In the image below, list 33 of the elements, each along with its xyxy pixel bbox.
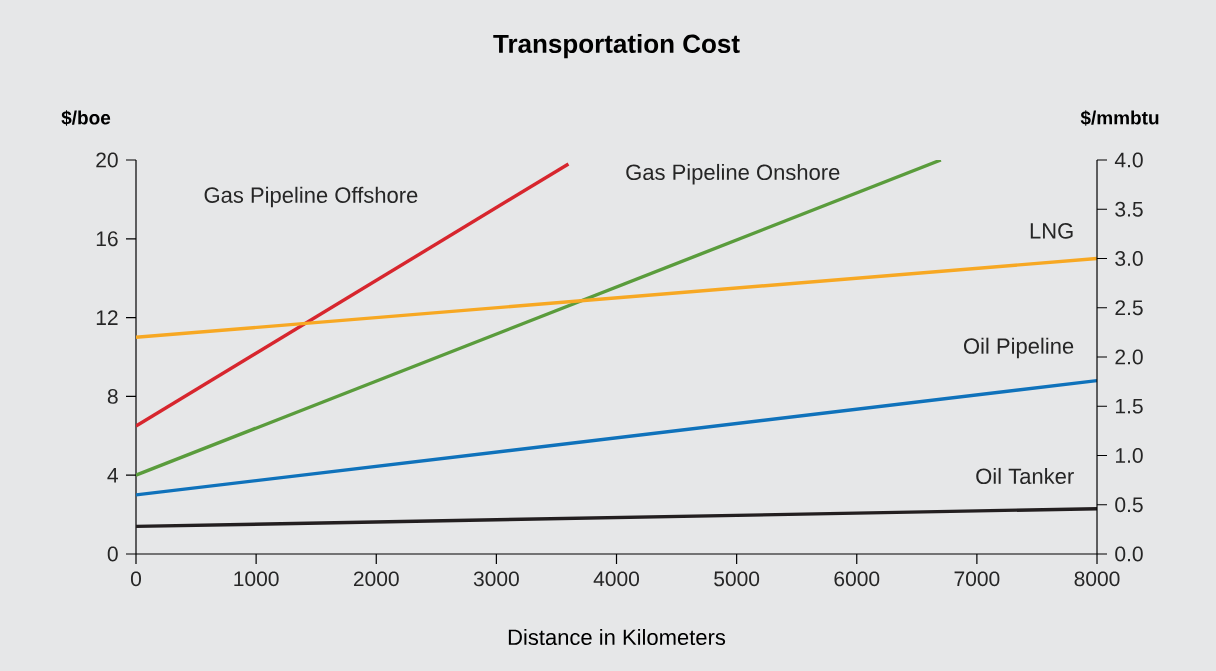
series-label: LNG [1030, 223, 1073, 239]
x-tick-label: 0 [130, 571, 142, 587]
y2-tick-label: 2.0 [1115, 349, 1143, 365]
y2-axis-title: $/mmbtu [1080, 110, 1159, 126]
y-tick-label: 16 [96, 231, 118, 247]
x-axis-title: Distance in Kilometers [508, 628, 726, 646]
y2-tick-label: 4.0 [1114, 152, 1143, 168]
y2-tick-label: 0.5 [1115, 497, 1143, 513]
chart-title: Transportation Cost [493, 33, 740, 59]
x-tick-label: 3000 [473, 571, 519, 587]
x-tick-label: 6000 [834, 571, 880, 587]
y2-tick-label: 1.0 [1116, 448, 1143, 463]
y2-tick-label: 2.5 [1115, 300, 1143, 316]
x-tick-label: 7000 [954, 571, 1000, 587]
x-tick-label: 5000 [714, 571, 760, 587]
x-tick-label: 1000 [234, 571, 279, 587]
x-tick-label: 4000 [593, 571, 640, 587]
y2-tick-label: 0.0 [1115, 546, 1143, 562]
y-tick-label: 20 [96, 152, 118, 168]
y-axis-title: $/boe [61, 110, 111, 126]
series-label: Oil Tanker [976, 467, 1074, 485]
series-label: Gas Pipeline Onshore [626, 163, 840, 185]
y-tick-label: 8 [107, 388, 118, 404]
y2-tick-label: 1.5 [1116, 398, 1143, 414]
y2-tick-label: 3.0 [1115, 251, 1143, 266]
series-label: Gas Pipeline Offshore [204, 186, 418, 208]
y-tick-label: 12 [96, 310, 118, 325]
y2-tick-label: 3.5 [1115, 201, 1143, 217]
x-tick-label: 8000 [1074, 571, 1120, 587]
y-tick-label: 4 [107, 467, 118, 483]
x-tick-label: 2000 [353, 571, 399, 587]
series-label: Oil Pipeline [963, 337, 1074, 359]
y-tick-label: 0 [107, 546, 118, 562]
